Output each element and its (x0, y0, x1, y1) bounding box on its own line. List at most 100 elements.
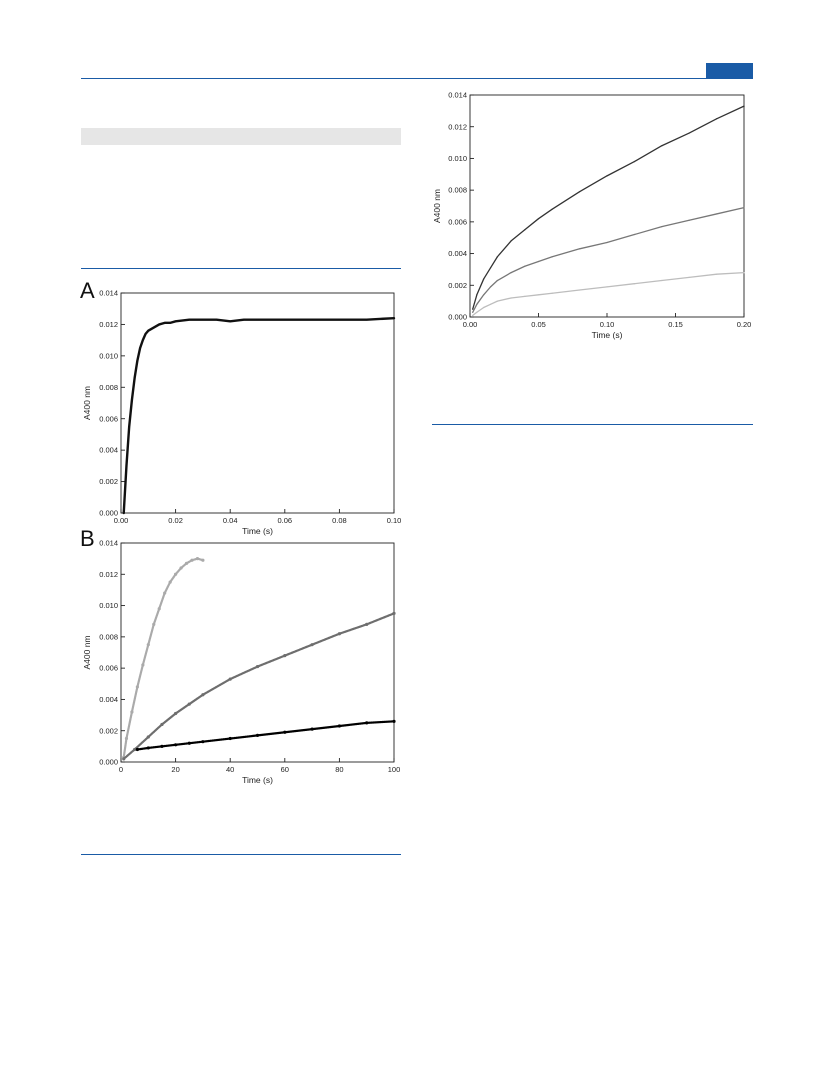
data-point (483, 294, 485, 296)
data-point (393, 317, 395, 319)
data-point (551, 292, 553, 294)
x-tick-label: 0.02 (168, 516, 183, 525)
y-tick-label: 0.004 (99, 695, 118, 704)
plot-frame (120, 542, 395, 763)
data-point (606, 175, 608, 177)
data-point (392, 611, 396, 615)
y-tick-label: 0.010 (448, 154, 467, 163)
data-point (124, 736, 129, 741)
data-point (195, 557, 200, 561)
section-rule-left-1 (81, 268, 401, 269)
data-point (743, 272, 745, 274)
y-tick-label: 0.006 (448, 217, 467, 226)
data-point (510, 240, 512, 242)
data-point (153, 326, 155, 329)
x-tick-label: 0.06 (277, 516, 292, 525)
data-point (472, 308, 474, 310)
y-tick-label: 0.014 (99, 289, 118, 298)
data-point (174, 743, 178, 747)
section-rule-left-2 (81, 854, 401, 855)
data-point (164, 322, 166, 324)
data-point (716, 273, 718, 275)
series-line-0 (122, 316, 396, 515)
data-point (496, 256, 498, 258)
x-tick-label: 0.15 (668, 320, 683, 329)
data-point (688, 276, 690, 278)
data-point (147, 330, 149, 332)
y-tick-label: 0.010 (99, 351, 118, 360)
data-point (163, 591, 167, 595)
x-tick-label: 0.10 (600, 320, 615, 329)
y-tick-label: 0.000 (99, 509, 118, 518)
data-point (168, 580, 172, 584)
data-point (139, 347, 141, 349)
data-point (483, 306, 485, 309)
y-tick-label: 0.008 (448, 186, 467, 195)
y-tick-label: 0.012 (99, 570, 118, 579)
data-point (365, 721, 369, 725)
data-point (688, 132, 690, 134)
data-point (483, 278, 485, 280)
panel-label-a: A (80, 278, 95, 303)
y-tick-label: 0.004 (99, 446, 118, 455)
data-point (188, 319, 190, 321)
data-point (243, 319, 245, 321)
chart-a: 0.00 0.02 0.04 0.06 0.08 0.10 0.000 0.002 0.004 0… (82, 289, 401, 536)
data-point (716, 213, 718, 215)
data-point (215, 319, 218, 321)
data-point (633, 161, 635, 163)
data-point (146, 735, 150, 739)
x-axis-label: Time (s) (242, 775, 273, 785)
x-tick-label: 80 (335, 765, 343, 774)
data-point (179, 566, 183, 570)
x-tick-label: 100 (388, 765, 401, 774)
x-tick-label: 60 (281, 765, 289, 774)
y-tick-label: 0.012 (99, 320, 118, 329)
data-point (524, 295, 526, 297)
y-tick-label: 0.002 (99, 477, 118, 486)
data-point (152, 622, 156, 626)
chart-c: 0.00 0.05 0.10 0.15 0.20 0.000 0.002 0.004 0.006… (432, 91, 751, 340)
data-point (489, 267, 492, 269)
y-tick-label: 0.012 (448, 122, 467, 131)
data-point (661, 279, 663, 282)
data-point (157, 607, 161, 611)
data-point (476, 303, 478, 305)
data-point (187, 741, 191, 745)
data-point (255, 733, 260, 738)
data-point (337, 632, 341, 636)
data-point (135, 685, 139, 689)
data-point (133, 747, 137, 752)
data-point (606, 286, 608, 288)
data-point (128, 425, 130, 428)
panel-label-b: B (80, 526, 95, 551)
data-point (141, 663, 145, 667)
data-point (144, 333, 147, 335)
data-point (365, 622, 369, 626)
data-point (510, 297, 512, 299)
plot-frame (120, 292, 395, 514)
data-point (551, 208, 553, 210)
data-point (169, 322, 171, 324)
y-tick-label: 0.014 (448, 91, 467, 100)
data-point (160, 722, 164, 727)
data-point (496, 279, 498, 282)
data-point (256, 319, 259, 321)
series-trace-0 (122, 557, 204, 759)
y-tick-label: 0.000 (99, 758, 118, 767)
data-point (174, 572, 178, 576)
data-point (633, 283, 635, 285)
data-point (142, 339, 144, 341)
data-point (510, 272, 512, 274)
y-tick-label: 0.006 (99, 414, 118, 423)
data-point (579, 248, 581, 250)
data-point (716, 118, 718, 120)
data-point (310, 643, 314, 647)
data-point (187, 702, 191, 706)
y-axis-label: A400 nm (82, 386, 92, 420)
data-point (743, 105, 745, 107)
data-point (392, 719, 396, 723)
x-tick-label: 0.08 (332, 516, 347, 525)
data-point (283, 730, 287, 734)
x-axis-label: Time (s) (242, 526, 273, 536)
